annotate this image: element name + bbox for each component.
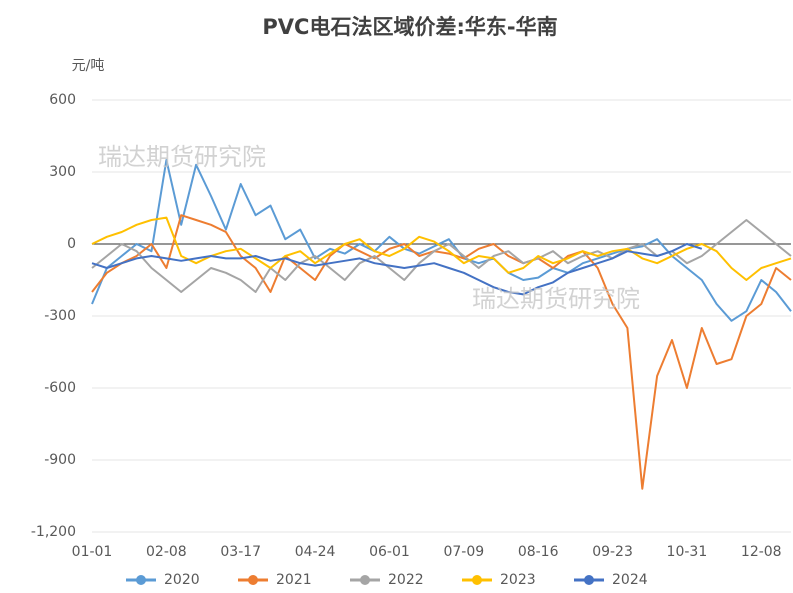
x-tick-label: 08-16 bbox=[518, 544, 559, 560]
x-tick-label: 03-17 bbox=[220, 544, 261, 560]
y-tick-label: -900 bbox=[44, 452, 76, 468]
legend-label: 2023 bbox=[500, 572, 536, 588]
legend-marker bbox=[136, 575, 146, 585]
x-tick-label: 09-23 bbox=[592, 544, 633, 560]
legend-marker bbox=[360, 575, 370, 585]
y-tick-label: 0 bbox=[67, 236, 76, 252]
x-tick-label: 12-08 bbox=[741, 544, 782, 560]
series-line bbox=[91, 159, 792, 322]
x-tick-label: 10-31 bbox=[667, 544, 708, 560]
y-axis-label: 元/吨 bbox=[72, 58, 105, 74]
series-line bbox=[91, 216, 792, 281]
y-tick-label: -1,200 bbox=[31, 524, 76, 540]
legend-marker bbox=[584, 575, 594, 585]
legend-marker bbox=[248, 575, 258, 585]
y-tick-label: -600 bbox=[44, 380, 76, 396]
chart-title: PVC电石法区域价差:华东-华南 bbox=[262, 15, 557, 39]
legend-label: 2024 bbox=[612, 572, 648, 588]
x-tick-label: 06-01 bbox=[369, 544, 410, 560]
y-tick-label: 600 bbox=[49, 92, 76, 108]
series-line bbox=[91, 214, 792, 490]
series-line bbox=[91, 219, 792, 293]
x-tick-label: 04-24 bbox=[295, 544, 336, 560]
watermark: 瑞达期货研究院 bbox=[98, 143, 266, 171]
legend-marker bbox=[472, 575, 482, 585]
legend-label: 2020 bbox=[164, 572, 200, 588]
plot-area: -1,200 -900 -600 -300 0 300 600 01-01 02-08 03-17… bbox=[31, 92, 792, 588]
y-tick-label: 300 bbox=[49, 164, 76, 180]
legend-label: 2022 bbox=[388, 572, 424, 588]
series-line bbox=[91, 243, 703, 296]
x-tick-label: 01-01 bbox=[72, 544, 113, 560]
x-tick-label: 02-08 bbox=[146, 544, 187, 560]
legend-label: 2021 bbox=[276, 572, 312, 588]
y-tick-label: -300 bbox=[44, 308, 76, 324]
x-tick-label: 07-09 bbox=[443, 544, 484, 560]
watermark: 瑞达期货研究院 bbox=[472, 285, 640, 313]
